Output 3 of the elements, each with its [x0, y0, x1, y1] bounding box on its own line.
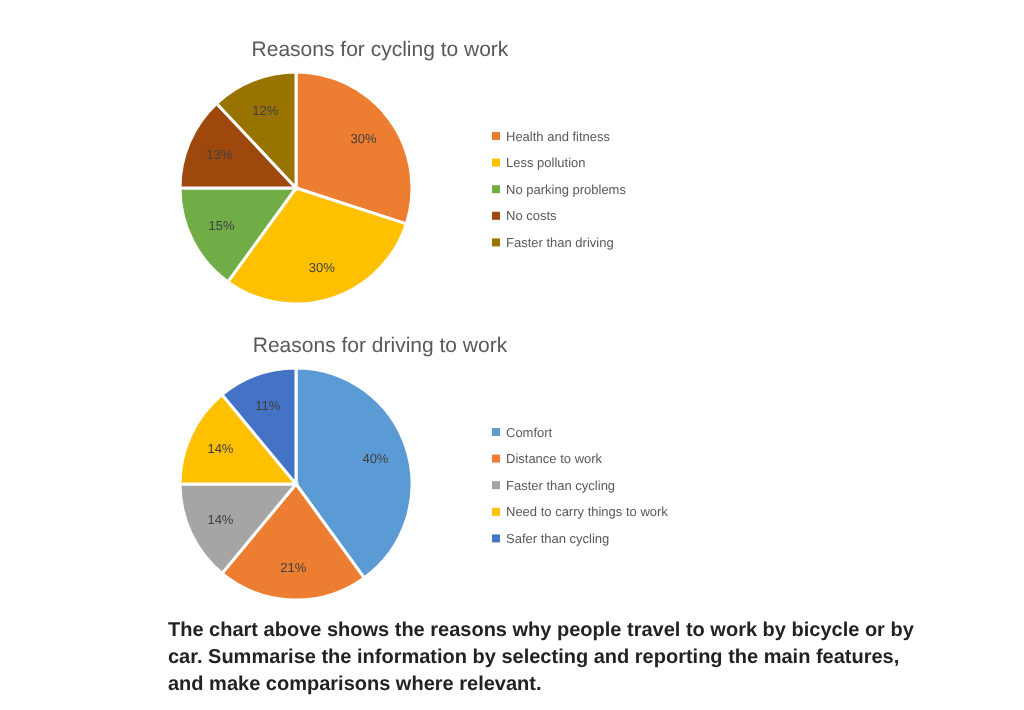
text: The chart above shows the reasons why people travel to work by bicycle or by car. Summarise the information by selecting and reporting the main features, and make comparisons where relevant. [168, 620, 915, 696]
chart-title: Reasons for driving to work [252, 334, 509, 358]
chart-title: Reasons for cycling to work [251, 38, 510, 62]
